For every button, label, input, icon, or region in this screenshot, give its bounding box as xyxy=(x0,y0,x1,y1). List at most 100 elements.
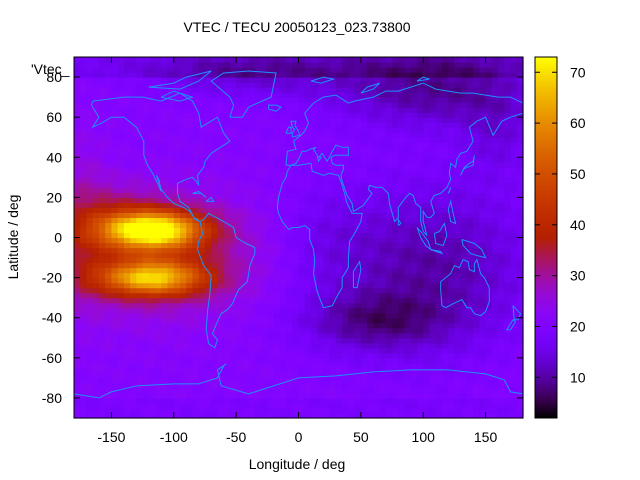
heatmap-cell xyxy=(454,207,462,214)
heatmap-cell xyxy=(211,227,219,234)
heatmap-cell xyxy=(254,252,262,259)
heatmap-cell xyxy=(180,337,187,344)
heatmap-cell xyxy=(335,382,343,389)
heatmap-cell xyxy=(348,127,356,133)
heatmap-cell xyxy=(217,172,225,178)
heatmap-cell xyxy=(204,362,212,369)
heatmap-cell xyxy=(92,287,100,294)
heatmap-cell xyxy=(217,127,225,133)
heatmap-cell xyxy=(304,142,312,148)
heatmap-cell xyxy=(348,402,356,409)
heatmap-cell xyxy=(354,87,362,93)
heatmap-cell xyxy=(229,357,237,364)
heatmap-cell xyxy=(310,142,318,148)
heatmap-cell xyxy=(348,132,356,138)
heatmap-cell xyxy=(192,242,200,249)
heatmap-cell xyxy=(173,297,181,304)
heatmap-cell xyxy=(123,312,131,319)
heatmap-cell xyxy=(454,187,462,193)
heatmap-cell xyxy=(292,312,300,319)
heatmap-cell xyxy=(498,282,505,289)
heatmap-cell xyxy=(223,167,231,173)
heatmap-cell xyxy=(223,342,231,349)
heatmap-cell xyxy=(167,72,175,78)
heatmap-cell xyxy=(192,97,200,103)
heatmap-cell xyxy=(448,112,456,118)
heatmap-cell xyxy=(398,332,406,339)
heatmap-cell xyxy=(242,97,250,103)
heatmap-cell xyxy=(136,82,144,88)
heatmap-cell xyxy=(317,262,325,269)
heatmap-cell xyxy=(367,352,374,359)
heatmap-cell xyxy=(360,257,368,264)
heatmap-cell xyxy=(198,267,206,274)
heatmap-cell xyxy=(448,142,456,148)
heatmap-cell xyxy=(192,177,200,183)
heatmap-cell xyxy=(229,197,237,203)
heatmap-cell xyxy=(148,132,156,138)
heatmap-cell xyxy=(123,357,131,364)
heatmap-cell xyxy=(117,332,125,339)
heatmap-cell xyxy=(498,397,505,404)
heatmap-cell xyxy=(111,207,119,214)
heatmap-cell xyxy=(329,192,337,198)
heatmap-cell xyxy=(385,317,393,324)
heatmap-cell xyxy=(348,92,356,98)
heatmap-cell xyxy=(317,102,325,108)
heatmap-cell xyxy=(310,207,318,214)
heatmap-cell xyxy=(460,127,468,133)
heatmap-cell xyxy=(123,112,131,118)
heatmap-cell xyxy=(236,357,243,364)
heatmap-cell xyxy=(236,197,243,203)
heatmap-cell xyxy=(161,182,169,188)
heatmap-cell xyxy=(223,362,231,369)
heatmap-cell xyxy=(229,262,237,269)
heatmap-cell xyxy=(123,292,131,299)
heatmap-cell xyxy=(198,92,206,98)
heatmap-cell xyxy=(441,342,449,349)
heatmap-cell xyxy=(136,92,144,98)
heatmap-cell xyxy=(273,227,281,234)
heatmap-cell xyxy=(273,207,281,214)
heatmap-cell xyxy=(92,97,100,103)
heatmap-cell xyxy=(86,132,94,138)
heatmap-cell xyxy=(279,197,287,203)
heatmap-cell xyxy=(335,142,343,148)
heatmap-cell xyxy=(485,222,493,229)
heatmap-cell xyxy=(242,177,250,183)
heatmap-cell xyxy=(429,327,437,334)
heatmap-cell xyxy=(136,227,144,234)
heatmap-cell xyxy=(342,407,349,414)
heatmap-cell xyxy=(273,177,281,183)
heatmap-cell xyxy=(354,197,362,203)
heatmap-cell xyxy=(454,112,462,118)
heatmap-cell xyxy=(348,262,356,269)
heatmap-cell xyxy=(155,242,162,249)
heatmap-cell xyxy=(448,267,456,274)
heatmap-cell xyxy=(223,202,231,209)
heatmap-cell xyxy=(273,127,281,133)
heatmap-cell xyxy=(448,262,456,269)
heatmap-cell xyxy=(74,77,81,83)
heatmap-cell xyxy=(479,222,487,229)
heatmap-cell xyxy=(286,402,293,409)
heatmap-cell xyxy=(148,202,156,209)
heatmap-cell xyxy=(379,192,387,198)
heatmap-cell xyxy=(367,157,374,163)
heatmap-cell xyxy=(267,187,275,193)
heatmap-cell xyxy=(186,197,194,203)
heatmap-cell xyxy=(304,247,312,254)
heatmap-cell xyxy=(248,272,256,279)
heatmap-cell xyxy=(248,242,256,249)
heatmap-cell xyxy=(254,312,262,319)
heatmap-cell xyxy=(111,182,119,188)
heatmap-cell xyxy=(192,237,200,244)
heatmap-cell xyxy=(504,282,512,289)
heatmap-cell xyxy=(86,197,94,203)
heatmap-cell xyxy=(204,127,212,133)
heatmap-cell xyxy=(180,107,187,113)
heatmap-cell xyxy=(148,312,156,319)
heatmap-cell xyxy=(441,362,449,369)
heatmap-cell xyxy=(161,267,169,274)
heatmap-cell xyxy=(435,62,443,68)
